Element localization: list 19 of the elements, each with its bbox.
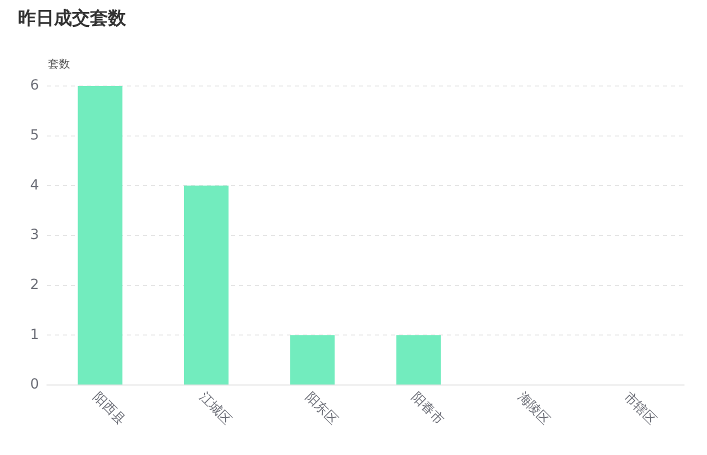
y-tick-label: 2 [30, 276, 39, 293]
y-tick-label: 6 [30, 78, 40, 94]
x-tick-label: 阳春市 [408, 390, 447, 428]
y-tick-label: 5 [30, 127, 39, 144]
bar [184, 186, 229, 384]
x-tick-label: 市辖区 [620, 390, 659, 428]
y-tick-label: 4 [30, 177, 40, 194]
x-tick-label: 阳东区 [302, 390, 340, 428]
y-tick-label: 0 [30, 376, 39, 393]
x-tick-label: 阳西县 [90, 390, 128, 428]
bar [78, 86, 122, 384]
y-tick-label: 1 [30, 326, 39, 343]
chart-title: 昨日成交套数 [18, 8, 126, 30]
x-tick-label: 海陵区 [514, 390, 553, 428]
y-axis-title: 套数 [48, 57, 70, 70]
x-tick-label: 江城区 [196, 390, 234, 428]
bar [290, 335, 335, 384]
bar [396, 335, 441, 384]
y-tick-label: 3 [30, 227, 39, 244]
